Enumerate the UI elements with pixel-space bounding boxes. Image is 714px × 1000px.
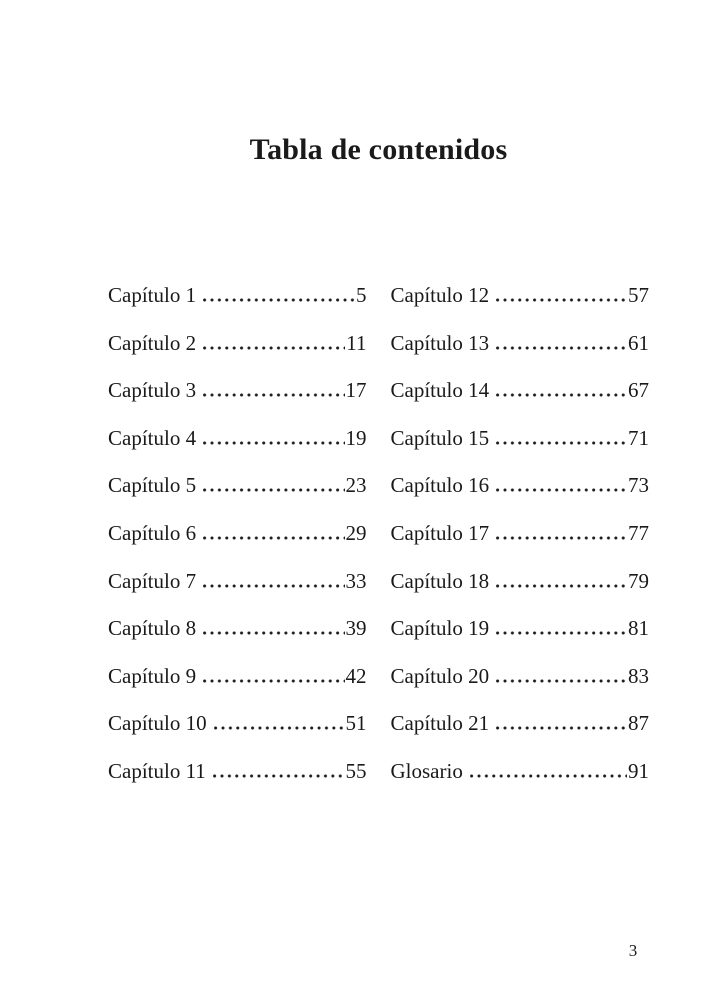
toc-entry-page: 77 [628,520,649,545]
toc-entry[interactable]: Capítulo 19 81 [391,617,650,639]
toc-entry[interactable]: Capítulo 5 23 [108,474,367,496]
dot-leader [203,440,345,445]
toc-entry[interactable]: Capítulo 15 71 [391,427,650,449]
toc-entry-page: 42 [345,663,367,688]
toc-entry-label: Capítulo 1 [108,283,197,307]
toc-entry-label: Capítulo 15 [390,425,490,450]
toc-entry-page: 51 [345,711,367,736]
toc-entry-page: 11 [346,330,367,355]
dot-leader [496,631,627,636]
toc-entry[interactable]: Capítulo 7 33 [108,570,367,592]
toc-entry-label: Capítulo 17 [390,520,490,545]
dot-leader [203,488,345,493]
dot-leader [496,345,627,350]
toc-entry-page: 17 [345,378,367,403]
dot-leader [496,583,627,588]
dot-leader [496,726,627,731]
toc-entry[interactable]: Capítulo 4 19 [108,427,367,449]
dot-leader [496,535,627,540]
toc-entry-page: 57 [628,283,649,307]
toc-entry-page: 33 [345,568,367,593]
dot-leader [469,773,627,778]
dot-leader [203,298,355,302]
dot-leader [203,631,345,636]
dot-leader [203,393,345,398]
toc-entry[interactable]: Glosario 91 [391,760,650,782]
toc-entry-page: 81 [628,616,649,641]
toc-entry[interactable]: Capítulo 11 55 [108,760,367,782]
toc-entry-page: 83 [628,663,649,688]
toc-entry[interactable]: Capítulo 8 39 [108,617,367,639]
toc-entry[interactable]: Capítulo 18 79 [391,570,650,592]
toc-entry-label: Capítulo 20 [390,663,490,688]
toc-entry-label: Capítulo 19 [390,616,490,641]
toc-entry-page: 87 [628,711,649,736]
toc-entry-page: 39 [345,616,367,641]
toc-entry-label: Capítulo 4 [108,425,197,450]
dot-leader [212,773,345,778]
toc-entry-page: 79 [628,568,649,593]
page-content: Tabla de contenidos Capítulo 1 5 Capítul… [108,0,649,808]
dot-leader [496,440,627,445]
dot-leader [496,393,627,398]
toc-entry[interactable]: Capítulo 2 11 [108,332,367,354]
toc-entry-label: Capítulo 16 [390,473,490,498]
toc-entry-page: 73 [628,473,649,498]
toc-entry[interactable]: Capítulo 14 67 [391,379,650,401]
toc-entry-label: Glosario [390,758,463,783]
dot-leader [203,535,345,540]
dot-leader [203,583,345,588]
toc-column-left: Capítulo 1 5 Capítulo 2 11 Capítulo 3 17… [108,284,367,808]
toc-entry-page: 5 [356,283,367,307]
toc-entry[interactable]: Capítulo 3 17 [108,379,367,401]
toc-entry-page: 61 [628,330,649,355]
toc-entry-label: Capítulo 9 [108,663,197,688]
toc-entry-label: Capítulo 12 [390,283,490,307]
toc-entry-label: Capítulo 2 [108,330,197,355]
toc-entry[interactable]: Capítulo 13 61 [391,332,650,354]
toc-column-right: Capítulo 12 57 Capítulo 13 61 Capítulo 1… [391,284,650,808]
toc-entry-page: 19 [345,425,367,450]
toc-entry-label: Capítulo 14 [390,378,490,403]
toc-entry-label: Capítulo 8 [108,616,197,641]
toc-entry[interactable]: Capítulo 17 77 [391,522,650,544]
toc-entry-label: Capítulo 7 [108,568,197,593]
toc-entry-label: Capítulo 21 [390,711,490,736]
toc-entry[interactable]: Capítulo 9 42 [108,665,367,687]
dot-leader [496,488,627,493]
dot-leader [496,678,627,683]
page-title: Tabla de contenidos [249,133,508,166]
toc-entry-label: Capítulo 13 [390,330,490,355]
dot-leader [496,298,627,302]
toc-entry[interactable]: Capítulo 12 57 [391,284,650,306]
dot-leader [213,726,345,731]
toc-entry[interactable]: Capítulo 10 51 [108,712,367,734]
dot-leader [203,345,346,350]
toc-entry-label: Capítulo 10 [108,711,207,736]
toc-entry-page: 67 [628,378,649,403]
toc-entry-page: 91 [628,758,649,783]
toc-entry[interactable]: Capítulo 21 87 [391,712,650,734]
dot-leader [203,678,345,683]
toc-entry-label: Capítulo 11 [108,758,206,783]
toc-entry-label: Capítulo 5 [108,473,197,498]
toc-entry-page: 23 [345,473,367,498]
toc-entry-page: 29 [345,520,367,545]
toc-entry-label: Capítulo 6 [108,520,197,545]
toc-entry-page: 55 [345,758,367,783]
page-number: 3 [628,941,638,960]
toc-entry[interactable]: Capítulo 6 29 [108,522,367,544]
toc-entry-label: Capítulo 18 [390,568,490,593]
toc-entry[interactable]: Capítulo 20 83 [391,665,650,687]
toc-entry[interactable]: Capítulo 16 73 [391,474,650,496]
table-of-contents: Capítulo 1 5 Capítulo 2 11 Capítulo 3 17… [108,284,649,808]
toc-entry-page: 71 [628,425,649,450]
toc-entry[interactable]: Capítulo 1 5 [108,284,367,306]
toc-entry-label: Capítulo 3 [108,378,197,403]
